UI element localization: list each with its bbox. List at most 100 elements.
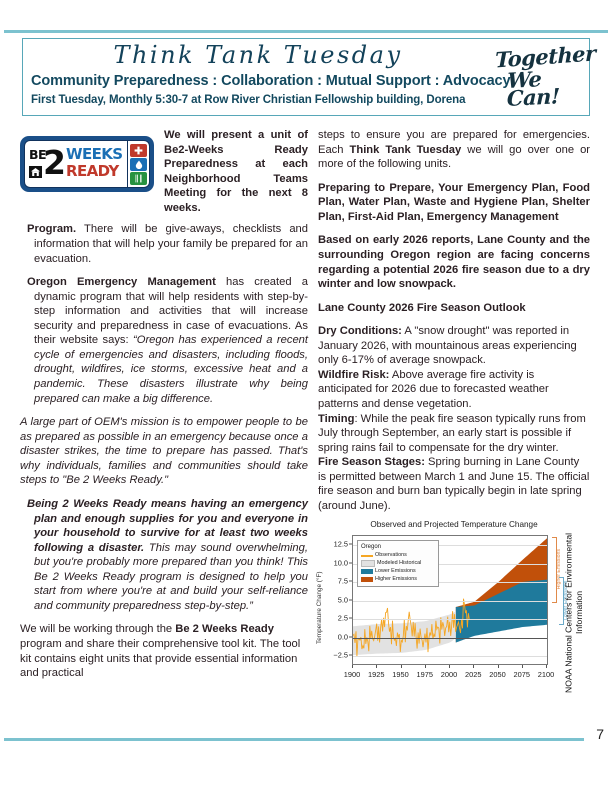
chart-credit: NOAA National Centers for Environmental … [563,532,584,693]
chart-y-tick-label: 5.0 [337,595,348,605]
chart-y-tick-mark [349,599,352,601]
intro-block: BE 2 WEEKS READY [20,128,308,215]
logo-text-two: 2 [43,143,66,182]
logo-text-be: BE [29,147,47,162]
chart-x-tick-mark [424,664,426,668]
chart-body: Temperature Change (°F) −2.5 0.0 2.5 5.0 7.5… [316,531,590,699]
paragraph-being-ready-rest: This may sound overwhelming, but you're … [34,541,308,612]
paragraph-toolkit-b: program and share their comprehensive to… [20,638,301,680]
chart-y-tick-mark [349,580,352,582]
chart-y-axis-ticks: −2.5 0.0 2.5 5.0 7.5 10.0 12.5 [324,535,352,663]
utensils-icon [130,171,147,185]
paragraph-oem-rest: has created a dynamic program that will … [34,276,308,347]
masthead: Think Tank Tuesday Community Preparednes… [22,38,595,116]
chart-gridline [353,545,547,547]
masthead-tagline: Community Preparedness : Collaboration :… [31,73,511,89]
legend-swatch-higher-emissions [361,577,373,583]
paragraph-continuation: steps to ensure you are prepared for eme… [318,128,590,172]
house-icon [29,165,42,178]
legend-swatch-lower-emissions [361,569,373,575]
paragraph-dry-conditions-rest: A "snow drought" was reported in January… [318,325,577,367]
paragraph-program-rest: There will be give-aways, checklists and… [34,223,308,265]
chart-y-tick-mark [349,636,352,638]
paragraph-program-lead: Program. [27,223,77,236]
logo-icon-strip [127,141,149,187]
chart-x-tick-mark [376,664,378,668]
chart-x-axis-ticks: 1900 1925 1950 1975 2000 2025 2050 2075 2100 [344,664,554,681]
top-divider-rule [4,30,608,33]
page-title: Think Tank Tuesday [113,41,403,69]
chart-gridline [353,582,547,584]
masthead-schedule: First Tuesday, Monthly 5:30-7 at Row Riv… [31,94,466,106]
chart-legend-title: Oregon [361,543,382,550]
logo-line-1: Together [494,40,596,73]
paragraph-unit-list: Preparing to Prepare, Your Emergency Pla… [318,181,590,223]
chart-y-tick-mark [349,617,352,619]
paragraph-continuation-b: we will go over one or more of the follo… [318,143,591,171]
paragraph-timing: Timing: While the peak fire season typic… [318,412,590,456]
paragraph-toolkit: We will be working through the Be 2 Week… [20,622,308,680]
legend-label-lower-emissions: Lower Emissions [375,567,416,574]
legend-item-modeled-historical: Modeled Historical [361,560,435,568]
chart-zero-line [353,637,547,639]
heading-fire-season-outlook: Lane County 2026 Fire Season Outlook [318,301,526,314]
logo-line-2: We Can! [506,66,560,111]
right-column: steps to ensure you are prepared for eme… [316,128,590,702]
chart-x-tick-label: 2050 [489,669,506,679]
chart-emission-brackets: Higher Emissions Lower Emissions [550,535,576,665]
chart-x-tick-label: 2000 [440,669,458,679]
legend-label-higher-emissions: Higher Emissions [375,575,417,582]
page-number: 7 [596,726,604,742]
chart-line-observations [353,598,470,657]
chart-x-tick-label: 2075 [513,669,530,679]
chart-x-tick-mark [521,664,523,668]
chart-y-tick-label: −2.5 [333,650,348,660]
paragraph-fire-season-stages-lead: Fire Season Stages: [318,456,425,469]
paragraph-toolkit-a: We will be working through the [20,623,176,636]
chart-y-tick-mark [349,654,352,656]
paragraph-2026-reports: Based on early 2026 reports, Lane County… [318,234,590,291]
legend-item-observations: Observations [361,552,435,560]
legend-item-lower-emissions: Lower Emissions [361,568,435,576]
paragraph-program: Program. There will be give-aways, check… [20,222,308,266]
logo-text-ready: READY [66,162,119,180]
paragraph-timing-rest: : While the peak fire season typically r… [318,412,586,454]
paragraph-being-ready: Being 2 Weeks Ready means having an emer… [20,497,308,614]
chart-x-tick-label: 2025 [465,669,482,679]
bracket-higher-emissions [552,536,557,604]
paragraph-wildfire-risk-lead: Wildfire Risk: [318,368,390,381]
legend-swatch-observations [361,555,373,557]
legend-item-higher-emissions: Higher Emissions [361,576,435,584]
chart-gridline [353,619,547,621]
chart-x-tick-mark [497,664,499,668]
chart-title: Observed and Projected Temperature Chang… [370,519,538,529]
chart-x-tick-label: 1925 [368,669,385,679]
chart-band-modeled-historical [353,610,456,655]
legend-swatch-modeled-historical [361,560,375,568]
chart-x-tick-label: 1975 [416,669,433,679]
chart-y-tick-label: 0.0 [337,632,348,642]
chart-y-tick-label: 12.5 [333,539,348,549]
paragraph-oem: Oregon Emergency Management has created … [20,275,308,406]
temperature-change-chart: Observed and Projected Temperature Chang… [316,519,590,702]
bottom-divider-rule [4,738,584,741]
paragraph-toolkit-bold: Be 2 Weeks Ready [175,623,274,636]
chart-x-tick-label: 1950 [392,669,409,679]
be-2-weeks-ready-logo: BE 2 WEEKS READY [20,136,154,192]
paragraph-continuation-a: steps to ensure you are prepared for eme… [318,129,590,156]
paragraph-dry-conditions: Dry Conditions: A "snow drought" was rep… [318,324,590,368]
chart-plot-area: Oregon Observations Modeled Historical L… [352,534,548,665]
chart-x-tick-label: 1900 [343,669,361,679]
paragraph-wildfire-risk-rest: Above average fire activity is anticipat… [318,368,549,410]
chart-y-tick-label: 7.5 [337,576,348,586]
logo-text-weeks: WEEKS [66,145,123,163]
paragraph-fire-season-stages-rest: Spring burning in Lane County is permitt… [318,456,590,512]
medical-cross-icon [130,143,147,157]
chart-y-axis-label: Temperature Change (°F) [316,571,323,644]
chart-gridline [353,656,547,658]
chart-x-tick-mark [546,664,547,668]
logo-wordmark: BE 2 WEEKS READY [25,141,127,187]
paragraph-oem-lead: Oregon Emergency Management [27,276,216,289]
chart-gridline [353,563,547,565]
